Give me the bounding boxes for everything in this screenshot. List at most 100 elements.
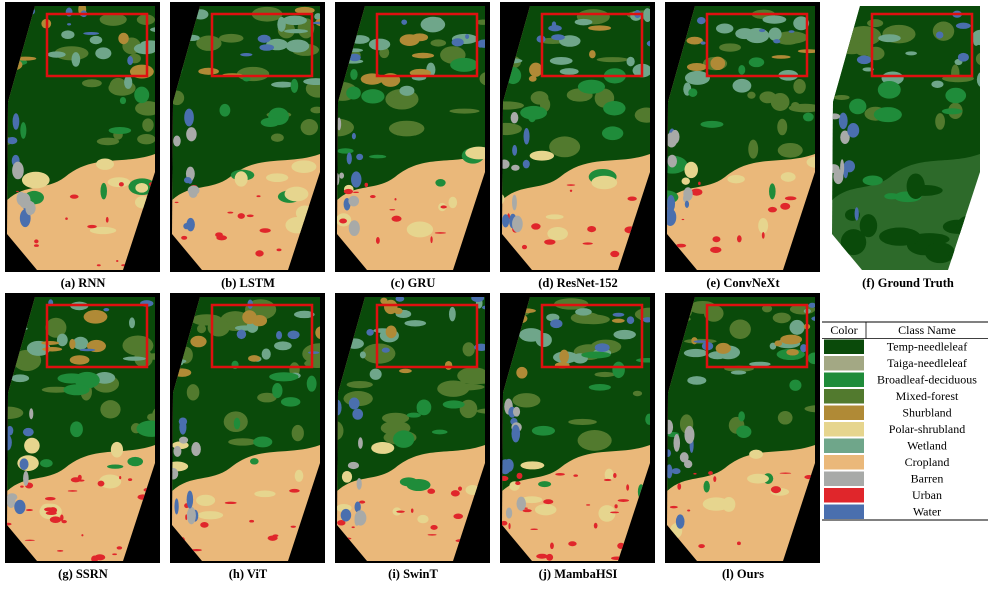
map-patch: [369, 194, 376, 199]
map-patch: [691, 337, 698, 345]
map-patch: [127, 456, 144, 467]
map-patch: [522, 159, 530, 169]
map-patch: [905, 51, 918, 56]
map-patch: [57, 550, 64, 552]
classification-map: [832, 6, 980, 270]
color-swatch: [824, 471, 864, 486]
map-patch: [236, 329, 247, 340]
map-patch: [502, 101, 525, 110]
map-patch: [687, 376, 707, 385]
map-patch: [24, 539, 35, 542]
class-name: Wetland: [907, 439, 947, 453]
map-patch: [81, 79, 102, 88]
map-patch: [135, 183, 149, 193]
map-patch: [12, 161, 24, 180]
map-patch: [44, 497, 56, 501]
map-patch: [761, 231, 765, 239]
map-patch: [24, 437, 40, 454]
map-patch: [83, 310, 108, 324]
map-patch: [19, 458, 29, 470]
map-patch: [548, 25, 562, 32]
map-patch: [710, 246, 722, 253]
map-patch: [200, 521, 209, 528]
map-patch: [96, 137, 120, 146]
map-panel: [5, 2, 160, 272]
map-patch: [427, 534, 437, 536]
map-patch: [107, 177, 131, 188]
map-patch: [49, 516, 62, 523]
map-patch: [669, 505, 678, 509]
map-patch: [270, 133, 284, 142]
map-panel: [170, 2, 325, 272]
map-patch: [715, 23, 734, 34]
map-patch: [394, 197, 397, 201]
map-panel: [5, 293, 160, 563]
map-panel: [500, 2, 655, 272]
classification-map: [667, 6, 815, 270]
map-patch: [395, 297, 405, 302]
panel-caption: (h) ViT: [229, 567, 268, 581]
map-patch: [688, 88, 698, 97]
map-patch: [559, 349, 569, 364]
map-patch: [172, 468, 179, 480]
map-patch: [7, 136, 18, 145]
map-patch: [777, 411, 793, 425]
map-patch: [477, 39, 485, 48]
map-patch: [234, 171, 248, 187]
map-patch: [531, 425, 556, 436]
map-patch: [306, 375, 317, 392]
map-patch: [603, 101, 626, 116]
map-patch: [559, 68, 579, 75]
map-patch: [389, 209, 396, 211]
map-patch: [173, 135, 181, 147]
map-patch: [679, 452, 689, 463]
map-patch: [183, 176, 192, 184]
map-patch: [856, 55, 872, 65]
class-name: Water: [913, 505, 941, 519]
map-patch: [282, 15, 307, 26]
map-patch: [535, 332, 552, 348]
class-name: Barren: [911, 472, 944, 486]
map-patch: [10, 374, 30, 383]
map-patch: [369, 368, 382, 380]
classification-map: [7, 6, 155, 270]
map-patch: [354, 501, 361, 513]
map-patch: [172, 461, 189, 472]
map-patch: [591, 175, 618, 190]
map-patch: [22, 427, 34, 437]
map-patch: [508, 522, 511, 530]
map-patch: [369, 154, 387, 159]
map-patch: [219, 103, 231, 117]
map-patch: [520, 461, 545, 470]
map-patch: [758, 28, 766, 33]
map-region: [172, 6, 320, 202]
map-patch: [510, 112, 519, 124]
map-patch: [673, 433, 681, 452]
map-patch: [224, 501, 237, 505]
map-patch: [569, 189, 573, 192]
map-patch: [42, 346, 63, 352]
map-patch: [261, 348, 271, 360]
map-patch: [667, 419, 674, 435]
highlight-box: [705, 303, 809, 369]
map-patch: [362, 343, 396, 364]
panel-caption: (i) SwinT: [388, 567, 438, 581]
map-patch: [976, 71, 980, 88]
map-patch: [196, 494, 216, 506]
map-patch: [300, 118, 319, 136]
map-patch: [504, 458, 514, 472]
map-patch: [380, 297, 388, 305]
map-patch: [703, 304, 724, 322]
map-patch: [867, 19, 884, 28]
map-patch: [315, 326, 320, 340]
map-patch: [259, 228, 271, 233]
map-patch: [476, 19, 485, 25]
map-patch: [396, 510, 405, 513]
map-patch: [119, 96, 127, 105]
map-patch: [793, 78, 806, 94]
map-patch: [69, 194, 79, 199]
map-patch: [294, 310, 315, 319]
map-patch: [444, 360, 453, 370]
map-patch: [40, 459, 53, 468]
color-swatch: [824, 356, 864, 371]
